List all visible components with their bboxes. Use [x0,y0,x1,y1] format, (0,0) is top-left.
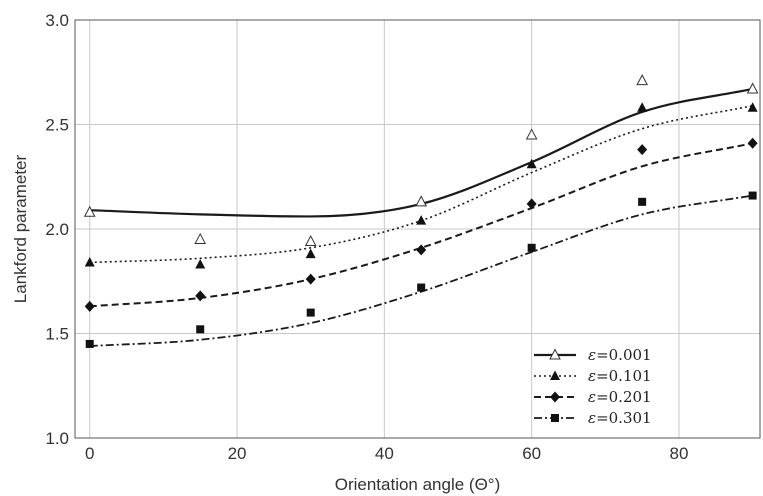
data-point [85,339,94,348]
legend-entry-0: ε=0.001 [534,346,652,364]
data-point [526,198,537,210]
y-tick-label: 2.5 [45,116,69,135]
data-point [83,205,96,217]
data-point [84,300,95,312]
fit-line-2 [89,142,753,308]
data-point [526,158,537,169]
data-point [746,82,759,94]
data-point [415,195,428,207]
y-tick-label: 1.5 [45,325,69,344]
legend-label-symbol: ε [588,388,596,406]
data-point [748,191,757,200]
x-tick-label: 40 [375,444,394,463]
data-point [638,197,647,206]
data-point [416,215,427,225]
tick-labels: 0 20 40 60 80 1.0 1.5 2.0 2.5 3.0 [45,11,688,463]
legend-label-value: =0.301 [596,409,652,427]
data-point [84,256,95,267]
legend-label: ε=0.201 [588,388,652,406]
series-3 [85,191,757,348]
data-point [196,325,205,334]
series-layer [83,74,759,348]
legend-label-symbol: ε [588,409,596,427]
data-point [305,273,316,285]
data-point [306,308,315,317]
data-point [195,290,206,302]
data-point [194,232,207,244]
data-point [747,137,758,149]
legend-label-symbol: ε [588,346,596,364]
grid [75,19,760,439]
legend-marker [551,414,559,422]
legend-label: ε=0.301 [588,409,652,427]
fit-line-3 [89,194,753,347]
legend-label-value: =0.101 [596,367,652,385]
data-point [525,128,538,140]
x-tick-label: 80 [670,444,689,463]
data-point [416,244,427,256]
legend-label: ε=0.101 [588,367,652,385]
legend-label: ε=0.001 [588,346,652,364]
y-tick-label: 3.0 [45,11,69,30]
data-point [637,102,648,112]
data-point [417,283,426,292]
y-tick-label: 1.0 [45,429,69,448]
data-point [636,74,648,86]
legend-marker [550,370,560,380]
legend-entry-2: ε=0.201 [534,388,652,406]
data-point [195,259,206,269]
x-tick-label: 60 [522,444,541,463]
y-tick-label: 2.0 [45,220,69,239]
data-point [747,102,758,112]
data-point [305,248,316,259]
x-tick-label: 0 [85,444,94,463]
plot-frame [74,19,761,439]
x-axis-title: Orientation angle (Θ°) [335,475,501,494]
x-tick-label: 20 [228,444,247,463]
legend-label-value: =0.201 [596,388,652,406]
fit-line-1 [89,104,753,264]
data-point [304,234,317,247]
legend-entry-1: ε=0.101 [534,367,652,385]
series-1 [84,102,758,269]
legend-marker [550,391,560,403]
series-0 [83,74,759,247]
series-2 [84,137,758,312]
data-point [527,243,536,252]
data-point [637,144,648,156]
legend-label-value: =0.001 [596,346,652,364]
legend-label-symbol: ε [588,367,596,385]
legend-marker [549,348,561,360]
y-axis-title: Lankford parameter [11,154,30,303]
legend-entry-3: ε=0.301 [534,409,652,427]
